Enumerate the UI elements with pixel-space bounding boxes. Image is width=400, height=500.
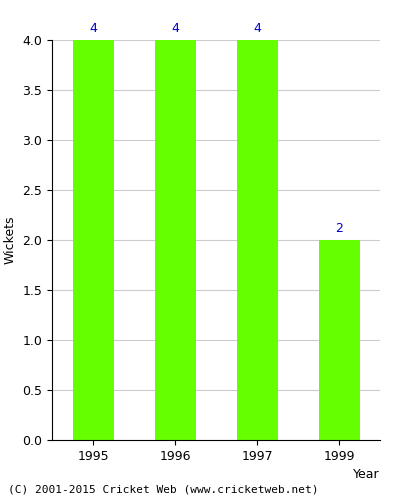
- Bar: [154, 40, 196, 440]
- Bar: [72, 40, 114, 440]
- Text: 2: 2: [335, 222, 343, 235]
- Y-axis label: Wickets: Wickets: [4, 216, 17, 264]
- Bar: [236, 40, 278, 440]
- Text: (C) 2001-2015 Cricket Web (www.cricketweb.net): (C) 2001-2015 Cricket Web (www.cricketwe…: [8, 485, 318, 495]
- Bar: [318, 240, 360, 440]
- Text: 4: 4: [171, 22, 179, 35]
- Text: 4: 4: [89, 22, 97, 35]
- Text: 4: 4: [253, 22, 261, 35]
- Text: Year: Year: [353, 468, 380, 481]
